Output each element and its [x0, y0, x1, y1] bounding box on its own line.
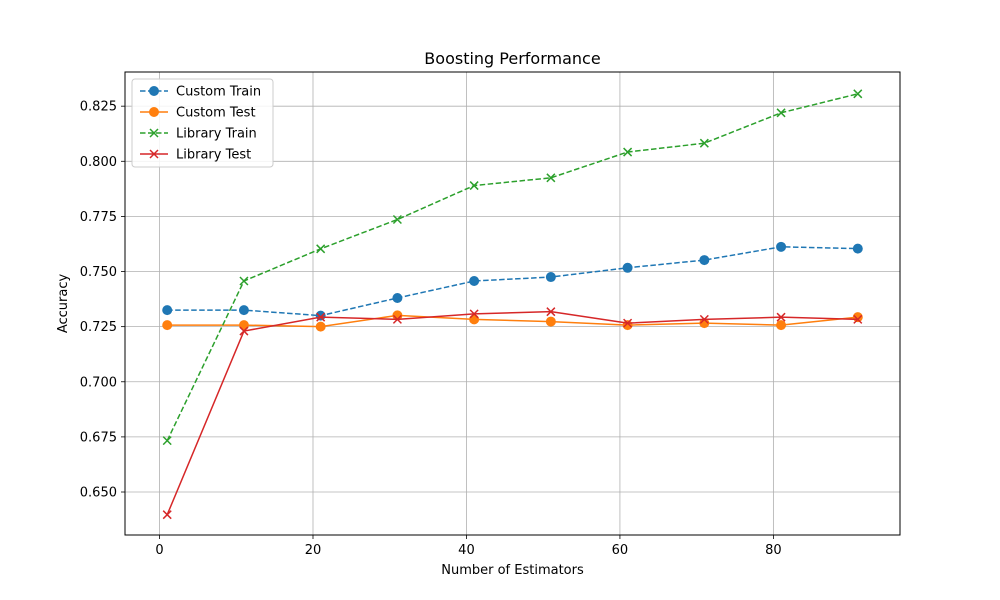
chart-title: Boosting Performance	[424, 49, 600, 68]
library-train-point	[699, 138, 709, 148]
custom-train-point	[699, 255, 710, 266]
y-tick-label: 0.675	[80, 430, 117, 445]
legend-label: Custom Test	[176, 106, 256, 121]
legend-box	[131, 78, 274, 168]
custom-test-point	[545, 316, 556, 327]
custom-train-point	[315, 310, 326, 321]
custom-train-point	[545, 272, 556, 283]
library-test-point	[623, 318, 633, 328]
custom-test-point	[315, 321, 326, 332]
library-train-point	[623, 147, 633, 157]
custom-test-point	[162, 320, 173, 331]
custom-test-line	[167, 314, 858, 328]
x-tick-label: 40	[458, 543, 475, 558]
library-train-point	[469, 181, 479, 191]
series-lines	[162, 89, 863, 520]
custom-train-point	[469, 276, 480, 287]
custom-train-point	[238, 305, 249, 316]
legend-item-library-test: Library Test	[140, 148, 251, 163]
legend-item-custom-test: Custom Test	[140, 106, 256, 121]
custom-test-point	[776, 320, 787, 331]
legend-item-custom-train: Custom Train	[140, 85, 261, 100]
y-tick-label: 0.775	[80, 210, 117, 225]
x-tick-label: 0	[155, 543, 163, 558]
y-tick-label: 0.750	[80, 265, 117, 280]
x-axis-label: Number of Estimators	[441, 563, 584, 578]
grid-lines	[125, 72, 900, 535]
legend-marker	[149, 128, 159, 138]
custom-train-point	[852, 243, 863, 254]
library-train-line	[166, 93, 858, 441]
y-tick-label: 0.725	[80, 320, 117, 335]
legend-marker	[149, 86, 159, 96]
library-test-point	[392, 314, 402, 324]
y-axis-label: Accuracy	[56, 274, 71, 334]
legend-label: Library Train	[176, 127, 257, 142]
custom-train-line	[167, 246, 858, 317]
custom-train-series	[162, 241, 863, 321]
library-test-point	[546, 307, 556, 317]
legend-marker	[149, 149, 159, 159]
library-test-point	[853, 314, 863, 324]
custom-train-point	[162, 305, 173, 316]
legend-marker	[149, 107, 159, 117]
legend: Custom Train Custom Test Library Train Libr…	[131, 78, 274, 168]
y-tick-label: 0.650	[80, 486, 117, 501]
plot-area-frame	[124, 71, 901, 536]
library-test-point	[239, 326, 249, 336]
y-tick-label: 0.825	[80, 100, 117, 115]
y-tick-label: 0.700	[80, 375, 117, 390]
library-train-point	[392, 214, 402, 225]
library-train-series	[162, 89, 863, 446]
custom-train-point	[622, 262, 633, 273]
x-axis-ticks: 0 20 40 60 80	[155, 535, 782, 558]
x-tick-label: 60	[612, 543, 629, 558]
custom-test-point	[238, 320, 249, 331]
legend-item-library-train: Library Train	[140, 127, 257, 142]
x-tick-label: 20	[305, 543, 322, 558]
library-test-point	[699, 314, 709, 324]
library-test-point	[162, 510, 172, 520]
y-tick-label: 0.800	[80, 155, 117, 170]
custom-train-point	[392, 292, 403, 303]
library-test-series	[162, 307, 863, 520]
library-test-point	[776, 312, 786, 322]
legend-label: Custom Train	[176, 85, 261, 100]
library-test-point	[469, 309, 479, 319]
y-axis-ticks: 0.650 0.675 0.700 0.725 0.750 0.775 0.800 0.825	[80, 100, 125, 501]
library-train-point	[776, 108, 786, 118]
x-tick-label: 80	[765, 543, 782, 558]
library-train-point	[546, 173, 556, 183]
library-train-point	[316, 244, 326, 254]
custom-train-point	[776, 241, 787, 252]
library-test-point	[316, 312, 326, 322]
library-train-point	[162, 436, 172, 446]
library-test-line	[166, 310, 858, 516]
library-train-point	[853, 89, 863, 99]
legend-label: Library Test	[176, 148, 251, 163]
library-train-point	[239, 276, 249, 286]
